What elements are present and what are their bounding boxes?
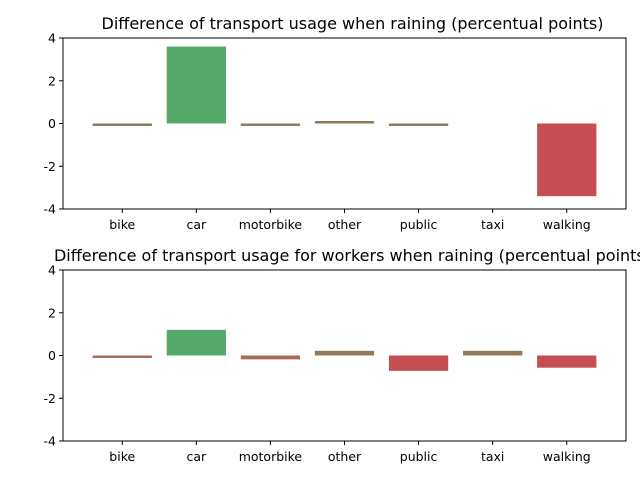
bar-car bbox=[166, 329, 226, 356]
x-tick-label-public: public bbox=[400, 217, 438, 232]
x-tick-label-walking: walking bbox=[543, 217, 591, 232]
bar-other bbox=[314, 350, 375, 356]
x-tick-label-walking: walking bbox=[543, 449, 591, 464]
x-tick-label-other: other bbox=[328, 449, 362, 464]
y-tick-label: 4 bbox=[48, 263, 56, 278]
y-tick-label: 4 bbox=[48, 31, 56, 46]
x-tick-label-taxi: taxi bbox=[481, 217, 504, 232]
bar-public bbox=[388, 355, 449, 371]
chart-title-2: Difference of transport usage for worker… bbox=[54, 246, 640, 265]
x-tick-label-bike: bike bbox=[109, 217, 135, 232]
bar-bike bbox=[92, 123, 152, 126]
x-tick-label-bike: bike bbox=[109, 449, 135, 464]
x-tick-label-other: other bbox=[328, 217, 362, 232]
bar-bike bbox=[92, 355, 152, 358]
x-tick-label-car: car bbox=[187, 449, 208, 464]
y-tick-label: -4 bbox=[44, 434, 57, 449]
x-tick-label-car: car bbox=[187, 217, 208, 232]
y-tick-label: 0 bbox=[48, 348, 56, 363]
x-tick-label-motorbike: motorbike bbox=[239, 449, 303, 464]
y-tick-label: 2 bbox=[48, 305, 56, 320]
x-tick-label-public: public bbox=[400, 449, 438, 464]
bar-motorbike bbox=[240, 123, 301, 126]
bar-walking bbox=[537, 355, 597, 368]
bar-other bbox=[314, 121, 375, 124]
y-tick-label: 0 bbox=[48, 116, 56, 131]
y-tick-label: -2 bbox=[44, 391, 56, 406]
bar-taxi bbox=[463, 350, 523, 356]
chart-title-1: Difference of transport usage when raini… bbox=[102, 14, 604, 33]
y-tick-label: -2 bbox=[44, 159, 56, 174]
x-tick-label-motorbike: motorbike bbox=[239, 217, 303, 232]
bar-walking bbox=[537, 123, 597, 197]
y-tick-label: 2 bbox=[48, 73, 56, 88]
x-tick-label-taxi: taxi bbox=[481, 449, 504, 464]
y-tick-label: -4 bbox=[44, 202, 57, 217]
bar-motorbike bbox=[240, 355, 301, 360]
bar-public bbox=[388, 123, 449, 126]
bar-car bbox=[166, 46, 226, 124]
